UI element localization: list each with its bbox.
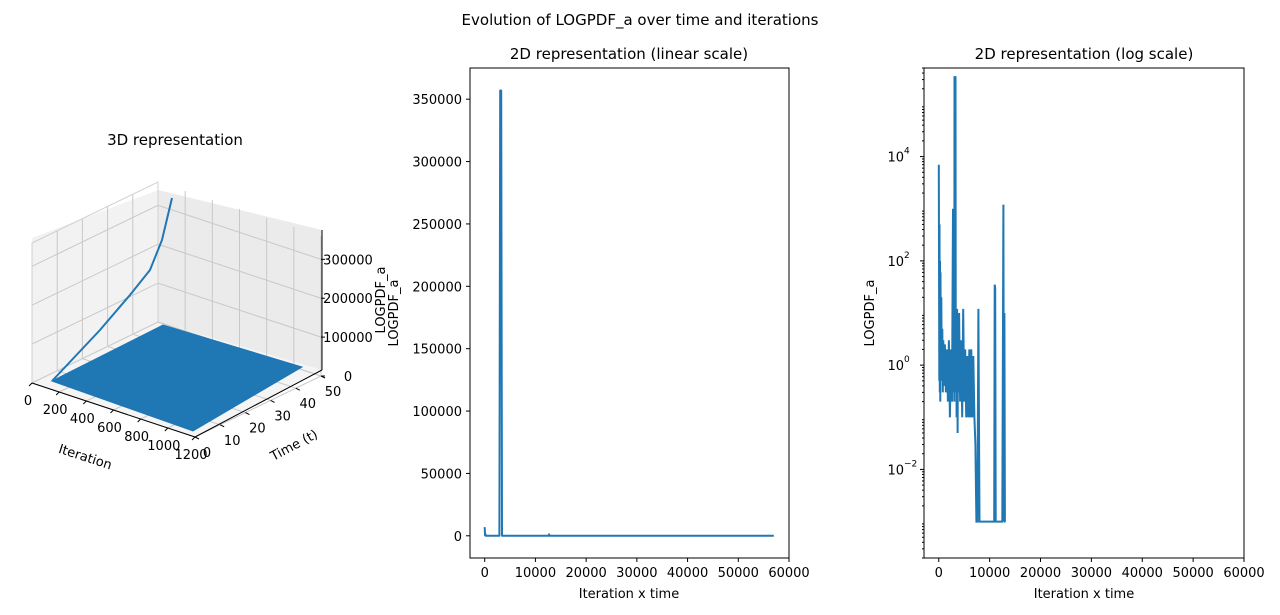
- linear-xtick-label: 40000: [667, 566, 708, 581]
- linear-xtick-label: 10000: [515, 566, 556, 581]
- 3d-xtick: [110, 409, 114, 414]
- 3d-xtick-label: 600: [97, 421, 122, 436]
- 3d-ztick-label: 0: [344, 370, 352, 385]
- 3d-ytick: [219, 424, 225, 428]
- 3d-title: 3D representation: [107, 131, 243, 149]
- 3d-ztick-label: 300000: [323, 253, 373, 268]
- log-xtick-label: 0: [935, 566, 943, 581]
- 3d-ytick-label: 30: [274, 409, 291, 424]
- log-xlabel: Iteration x time: [1034, 587, 1134, 602]
- log-subplot: 2D representation (log scale) 0 10000 2000…: [863, 45, 1265, 602]
- log-ytick-label: 10: [887, 463, 904, 478]
- linear-ytick-label: 300000: [412, 156, 462, 171]
- linear-xtick-label: 30000: [616, 566, 657, 581]
- linear-xtick-label: 60000: [768, 566, 809, 581]
- 3d-ytick: [295, 387, 301, 391]
- linear-ytick-label: 50000: [421, 467, 462, 482]
- 3d-ytick-label: 10: [224, 434, 241, 449]
- linear-plot-area: [469, 67, 790, 559]
- 3d-xtick: [55, 391, 60, 396]
- linear-ytick-label: 250000: [412, 218, 462, 233]
- linear-series-line: [483, 89, 774, 537]
- log-ytick-label: 10: [887, 359, 904, 374]
- linear-xtick-label: 0: [481, 566, 489, 581]
- 3d-ytick-label: 40: [300, 397, 317, 412]
- figure-title: Evolution of LOGPDF_a over time and iter…: [462, 11, 819, 30]
- log-xtick-label: 50000: [1172, 566, 1213, 581]
- log-ylabel: LOGPDF_a: [863, 280, 878, 347]
- 3d-ytick: [270, 399, 275, 403]
- 3d-left-pane: [32, 190, 158, 383]
- linear-ytick-label: 0: [454, 530, 462, 545]
- log-plot-area: [923, 67, 1245, 559]
- 3d-ylabel: Time (t): [267, 427, 320, 465]
- 3d-ytick: [194, 436, 200, 440]
- 3d-subplot: 3D representation 0200400600800100012000…: [24, 131, 389, 473]
- log-ytick-exponent: 0: [904, 355, 910, 365]
- 3d-y-axis: [194, 369, 323, 438]
- linear-ytick-label: 350000: [412, 93, 462, 108]
- 3d-xtick: [137, 418, 142, 423]
- log-ytick-exponent: −2: [904, 459, 917, 469]
- linear-title: 2D representation (linear scale): [510, 45, 748, 63]
- linear-ylabel: LOGPDF_a: [387, 280, 402, 347]
- 3d-ytick-label: 50: [325, 385, 342, 400]
- log-xtick-label: 40000: [1122, 566, 1163, 581]
- 3d-xtick-label: 1200: [174, 448, 207, 463]
- 3d-xtick-label: 0: [24, 394, 32, 409]
- 3d-xtick: [191, 436, 196, 441]
- log-xtick-label: 30000: [1071, 566, 1112, 581]
- 3d-xtick: [28, 382, 33, 387]
- 3d-ytick: [245, 412, 250, 416]
- linear-ytick-label: 100000: [412, 405, 462, 420]
- log-title: 2D representation (log scale): [975, 45, 1194, 63]
- 3d-xtick: [164, 427, 169, 432]
- linear-ytick-label: 150000: [412, 343, 462, 358]
- log-xtick-label: 60000: [1223, 566, 1264, 581]
- linear-xlabel: Iteration x time: [579, 587, 679, 602]
- log-ytick-exponent: 4: [904, 147, 910, 157]
- 3d-x-gridline: [194, 375, 322, 438]
- log-ytick-exponent: 2: [904, 251, 910, 261]
- 3d-pane-edge: [31, 181, 159, 384]
- 3d-ytick-label: 20: [249, 422, 266, 437]
- 3d-ytick-label: 0: [203, 446, 211, 461]
- log-xtick-label: 10000: [969, 566, 1010, 581]
- linear-subplot: 2D representation (linear scale) 0 10000 2…: [387, 45, 810, 602]
- 3d-ztick-label: 100000: [323, 331, 373, 346]
- 3d-xtick-label: 1000: [147, 439, 180, 454]
- 3d-xtick-label: 200: [43, 403, 68, 418]
- linear-xtick-label: 50000: [718, 566, 759, 581]
- linear-ytick-label: 200000: [412, 280, 462, 295]
- 3d-series-line: [51, 197, 173, 382]
- 3d-xlabel: Iteration: [57, 442, 114, 473]
- 3d-xtick: [82, 400, 87, 405]
- 3d-xtick-label: 800: [124, 430, 149, 445]
- log-ytick-label: 10: [887, 255, 904, 270]
- 3d-zlabel: LOGPDF_a: [374, 267, 389, 334]
- log-xtick-label: 20000: [1020, 566, 1061, 581]
- 3d-xtick-label: 400: [70, 412, 95, 427]
- linear-xtick-label: 20000: [565, 566, 606, 581]
- log-ytick-label: 10: [887, 151, 904, 166]
- log-series-line: [937, 76, 1006, 523]
- 3d-ztick-label: 200000: [323, 292, 373, 307]
- 3d-data-surface: [50, 324, 304, 432]
